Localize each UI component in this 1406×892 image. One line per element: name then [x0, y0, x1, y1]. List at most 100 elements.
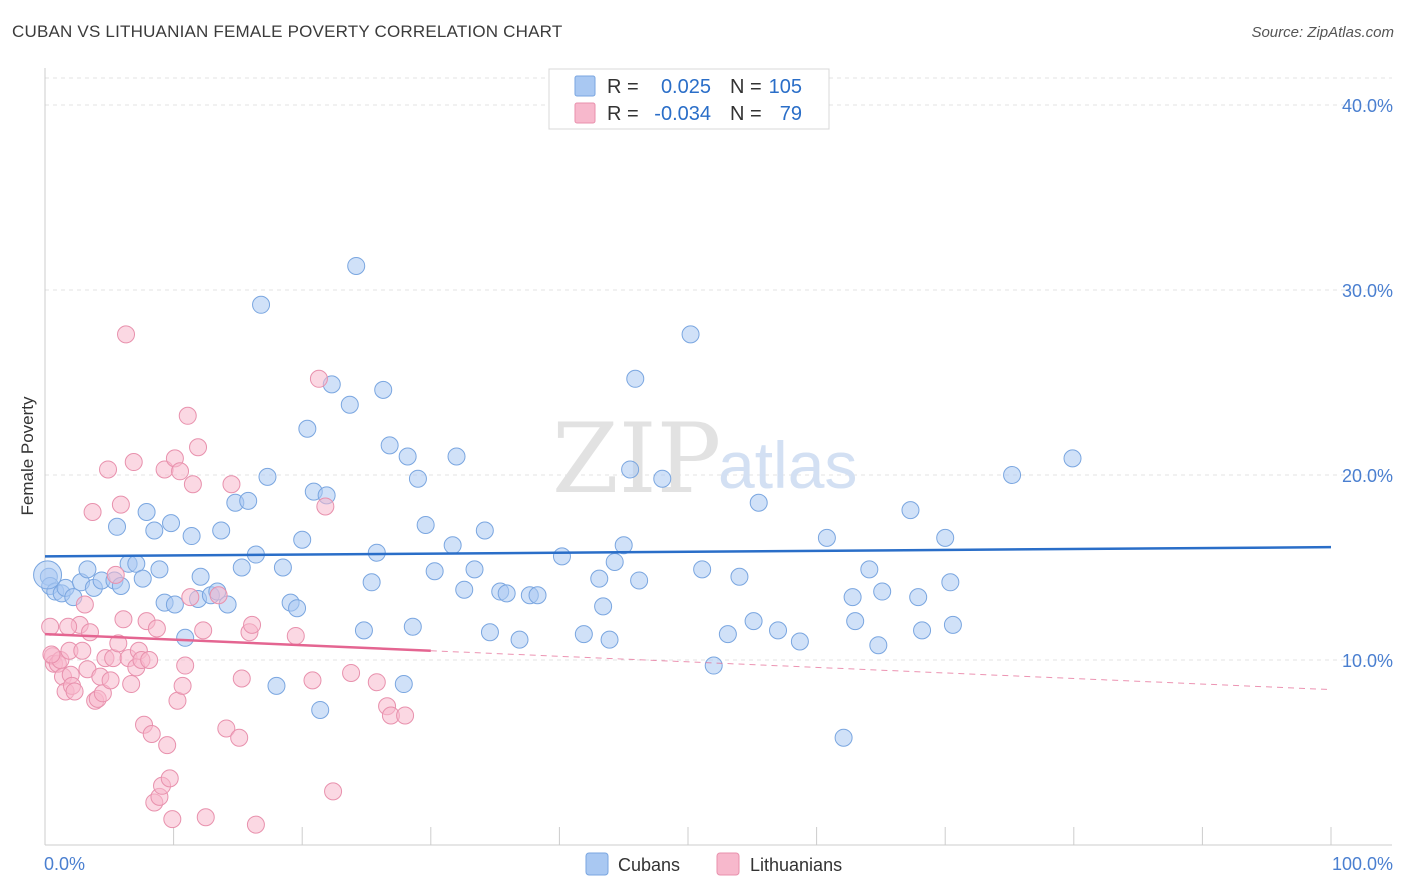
cubans-point: [621, 460, 640, 479]
cubans-point: [108, 517, 127, 536]
cubans-point: [626, 369, 645, 388]
cubans-point: [447, 447, 466, 466]
lithuanians-point: [181, 588, 200, 607]
cubans-point: [465, 560, 484, 579]
y-tick-label-2: 30.0%: [1342, 281, 1393, 301]
cubans-point: [145, 521, 164, 540]
cubans-point: [475, 521, 494, 540]
chart-title: CUBAN VS LITHUANIAN FEMALE POVERTY CORRE…: [12, 22, 563, 41]
cubans-point: [860, 560, 879, 579]
cubans-point: [730, 567, 749, 586]
y-axis-title: Female Poverty: [18, 396, 37, 516]
cubans-point: [605, 552, 624, 571]
cubans-point: [347, 256, 366, 275]
lithuanians-point: [342, 663, 361, 682]
trend-line-cubans: [44, 545, 1332, 558]
bottom-legend: Cubans Lithuanians: [585, 852, 842, 876]
cubans-point: [165, 595, 184, 614]
cubans-point: [408, 469, 427, 488]
cubans-point: [267, 676, 286, 695]
axes: [44, 68, 1392, 846]
cubans-point: [552, 547, 571, 566]
bottom-legend-swatch-lithuanians: [716, 852, 740, 876]
source-label: Source: ZipAtlas.com: [1251, 24, 1394, 41]
lithuanians-point: [111, 495, 130, 514]
lithuanians-point: [142, 725, 161, 743]
x-tick-label-0: 0.0%: [44, 854, 85, 874]
legend-frame: [548, 68, 830, 130]
x-tick-label-1: 100.0%: [1332, 854, 1393, 874]
trend-line-lithuanians-dashed: [430, 650, 1332, 691]
lithuanians-point: [59, 617, 78, 636]
legend-swatch-lithuanians: [574, 102, 596, 124]
y-tick-labels: 10.0% 20.0% 30.0% 40.0%: [1342, 96, 1393, 671]
cubans-point: [528, 586, 547, 605]
lithuanians-point: [230, 728, 249, 747]
watermark-atlas: atlas: [718, 428, 857, 502]
cubans-point: [744, 612, 763, 631]
cubans-point: [298, 419, 317, 438]
cubans-point: [176, 628, 195, 647]
cubans-point: [394, 675, 413, 694]
lithuanians-point: [109, 634, 128, 653]
cubans-point: [182, 527, 201, 546]
lithuanians-point: [243, 615, 262, 634]
lithuanians-point: [178, 406, 197, 425]
lithuanians-point: [41, 617, 60, 636]
cubans-point: [901, 501, 920, 520]
lithuanians-point: [222, 475, 241, 494]
cubans-point: [936, 528, 955, 547]
lithuanians-point: [65, 682, 84, 701]
cubans-point: [311, 700, 330, 719]
legend-n-value-lithuanians: 79: [780, 103, 802, 125]
legend-box: R = 0.025 N = 105 R = -0.034 N = 79: [548, 68, 830, 130]
lithuanians-point: [101, 671, 120, 690]
legend-n-value-cubans: 105: [769, 76, 802, 98]
lithuanians-point: [122, 675, 141, 694]
lithuanians-point: [81, 623, 100, 642]
lithuanians-point: [75, 595, 94, 614]
lithuanians-point: [246, 815, 265, 834]
lithuanians-point: [114, 610, 133, 629]
lithuanians-point: [106, 565, 125, 584]
cubans-point: [150, 560, 169, 579]
lithuanians-point: [160, 769, 179, 788]
legend-r-label-lithuanians: R =: [607, 103, 639, 125]
cubans-point: [497, 584, 516, 603]
bottom-legend-label-cubans: Cubans: [618, 855, 680, 875]
cubans-point: [443, 536, 462, 555]
lithuanians-point: [158, 736, 177, 755]
cubans-point: [191, 567, 210, 586]
lithuanians-point: [196, 808, 215, 827]
legend-r-value-lithuanians: -0.034: [654, 103, 711, 125]
cubans-point: [293, 530, 312, 549]
cubans-point: [288, 599, 307, 618]
cubans-point: [834, 728, 853, 747]
cubans-point: [455, 580, 474, 599]
cubans-point: [480, 623, 499, 642]
y-tick-label-1: 20.0%: [1342, 466, 1393, 486]
lithuanians-point: [147, 619, 166, 638]
lithuanians-point: [183, 475, 202, 494]
cubans-point: [681, 325, 700, 344]
cubans-point: [403, 617, 422, 636]
cubans-point: [133, 569, 152, 588]
lithuanians-point: [396, 706, 415, 725]
lithuanians-point: [303, 671, 322, 690]
cubans-point: [1063, 449, 1082, 468]
cubans-point: [340, 395, 359, 414]
cubans-point: [590, 569, 609, 588]
cubans-point: [380, 436, 399, 455]
lithuanians-point: [173, 676, 192, 695]
watermark: ZIP atlas: [552, 403, 857, 515]
lithuanians-point: [367, 673, 386, 692]
cubans-point: [653, 469, 672, 488]
cubans-point: [843, 588, 862, 607]
lithuanians-point: [194, 621, 213, 640]
cubans-point: [137, 503, 156, 521]
cubans-point: [873, 582, 892, 601]
cubans-point-large: [33, 560, 63, 590]
cubans-point: [354, 621, 373, 640]
legend-n-label-lithuanians: N =: [730, 103, 762, 125]
